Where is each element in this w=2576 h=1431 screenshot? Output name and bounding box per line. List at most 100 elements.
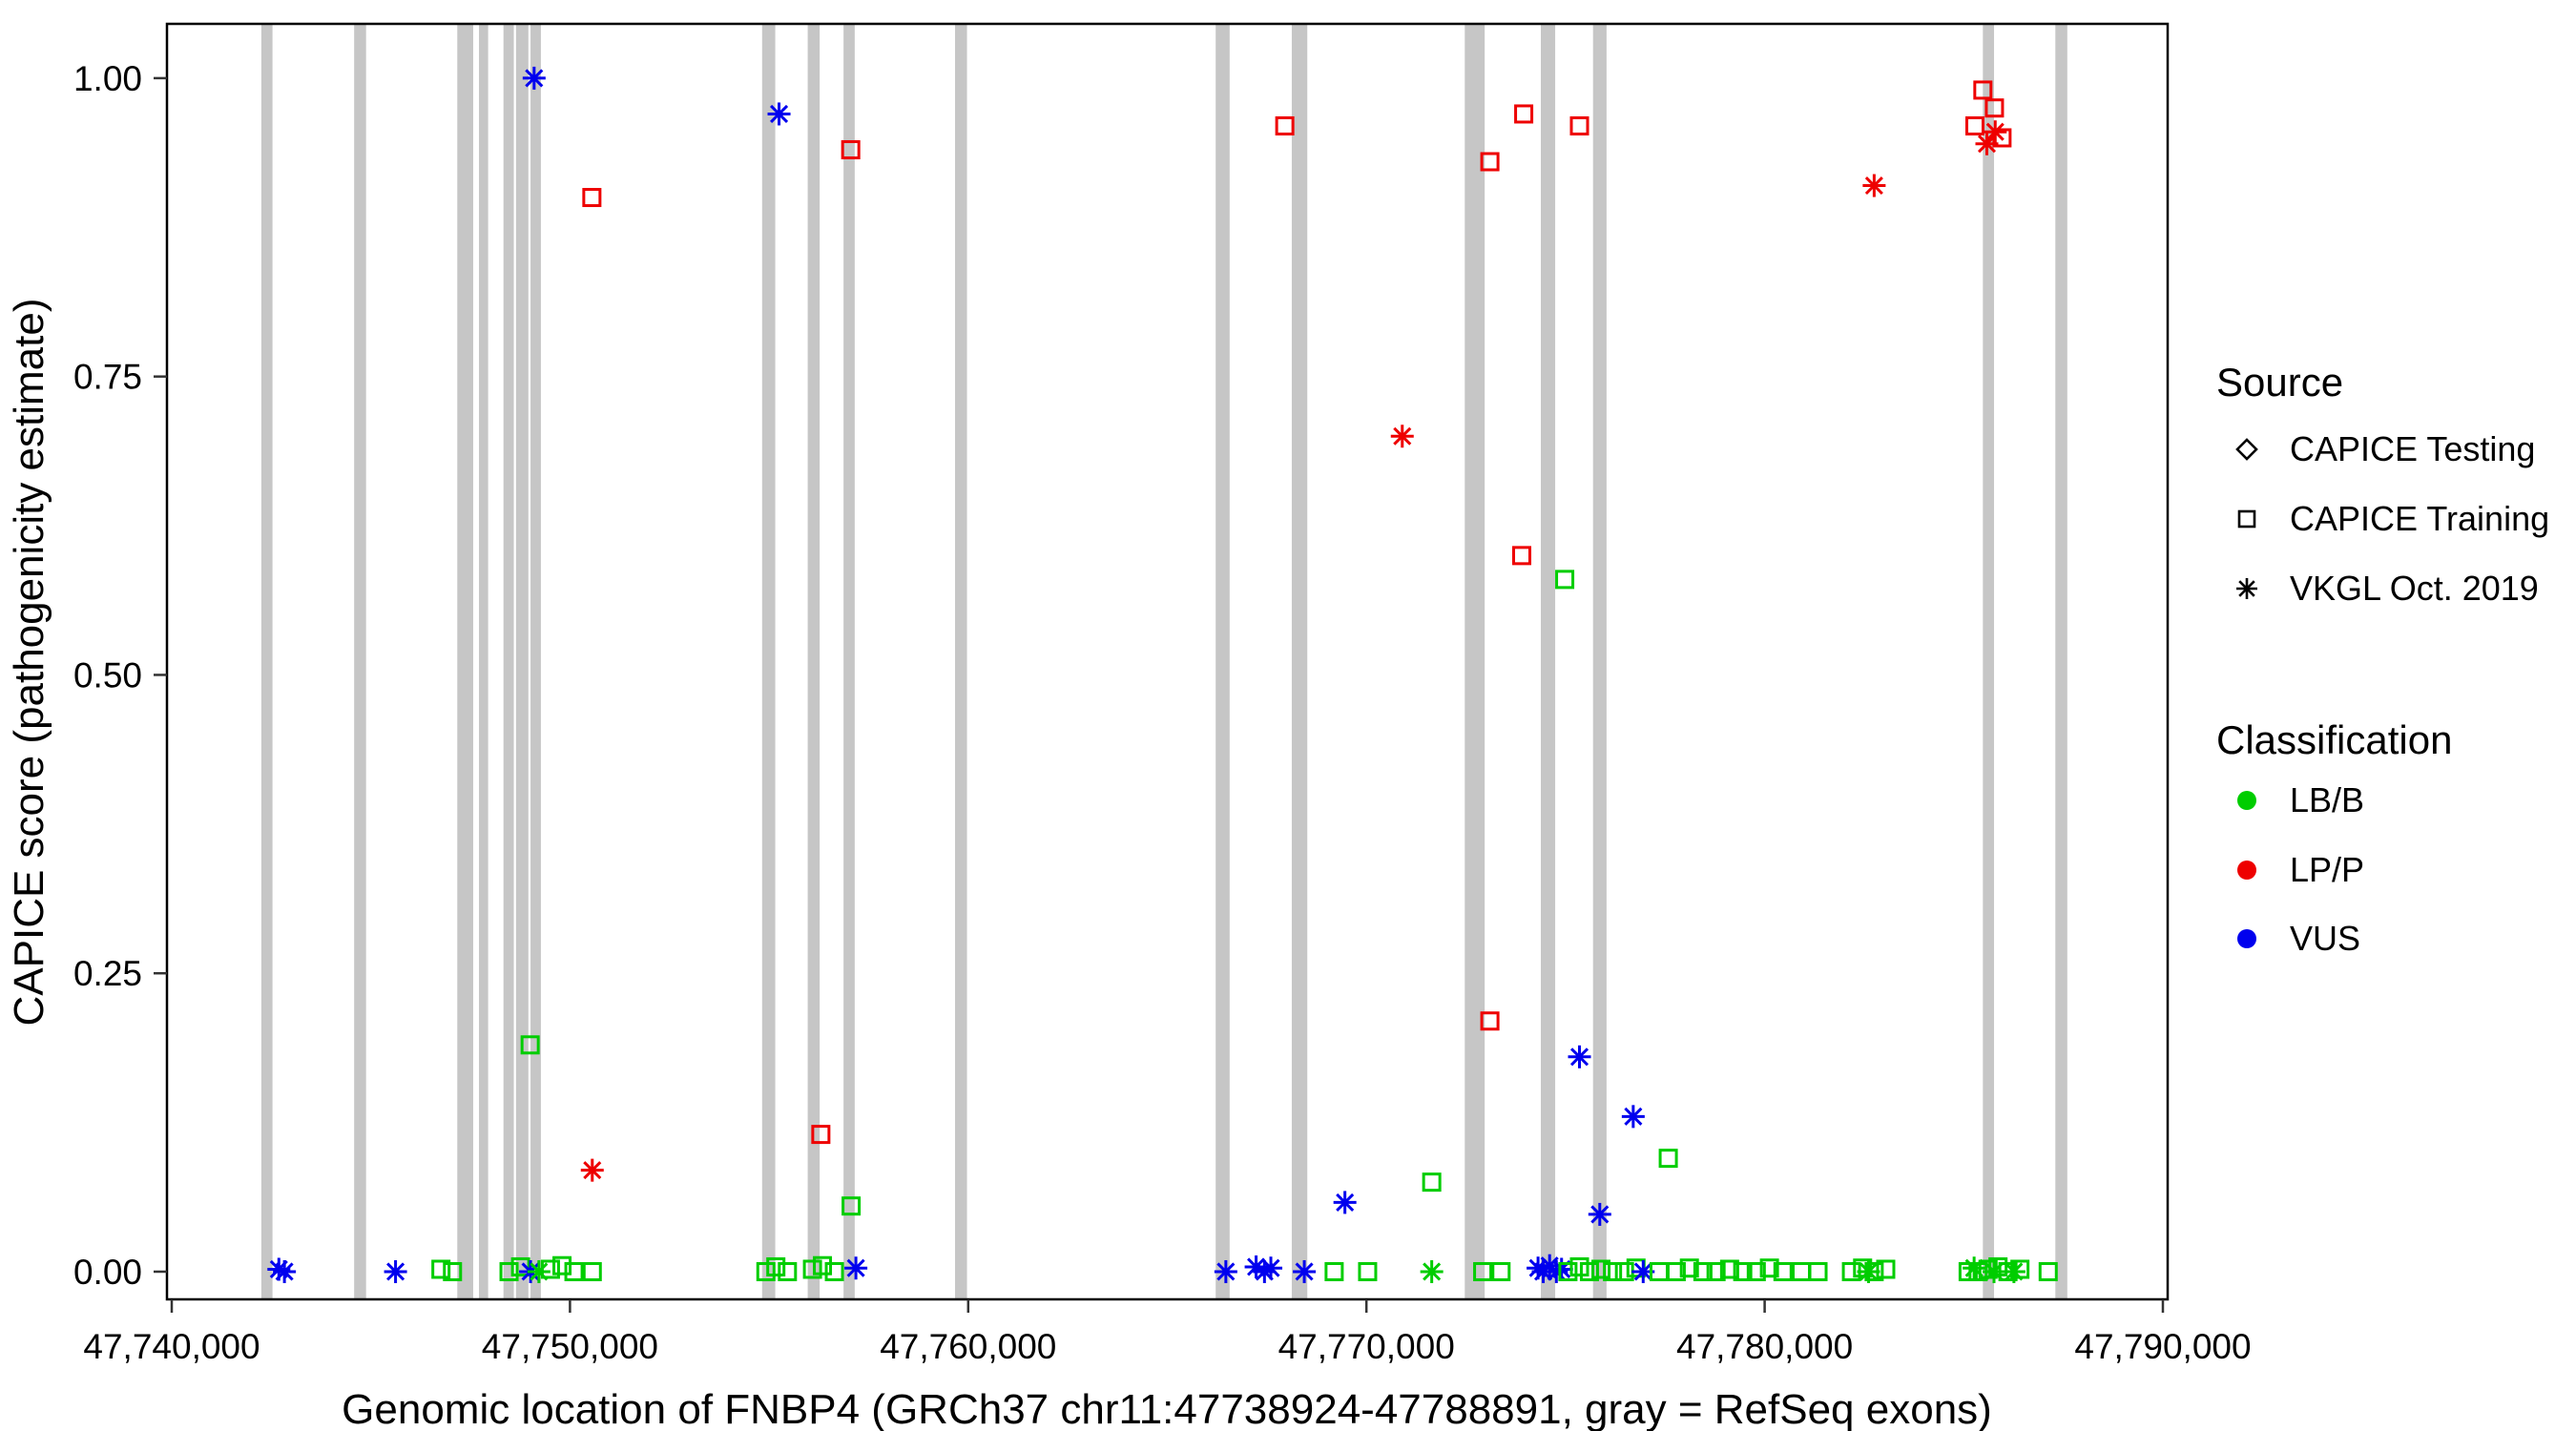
data-point <box>2002 1259 2025 1283</box>
x-axis-title: Genomic location of FNBP4 (GRCh37 chr11:… <box>342 1386 1992 1431</box>
y-axis: 0.00 0.25 0.50 0.75 1.00 <box>73 59 167 1292</box>
legend-item-vus: VUS <box>2237 919 2360 958</box>
data-point <box>1973 80 1993 100</box>
data-point <box>778 1261 798 1281</box>
data-point <box>1733 1261 1753 1281</box>
data-point <box>582 1261 602 1281</box>
data-point <box>1214 1259 1237 1283</box>
data-point <box>1549 1257 1573 1281</box>
legend-item-label: LP/P <box>2290 850 2364 889</box>
data-point <box>767 102 791 126</box>
data-point <box>1658 1149 1678 1169</box>
data-point <box>1876 1259 1896 1279</box>
data-point <box>1621 1105 1645 1129</box>
y-axis-title: CAPICE score (pathogenicity estimate) <box>6 299 52 1027</box>
data-point <box>540 1259 560 1279</box>
y-tick-label: 0.50 <box>73 655 142 695</box>
data-point <box>443 1261 463 1281</box>
legend-item-label: CAPICE Training <box>2290 499 2549 538</box>
data-point <box>1603 1261 1623 1281</box>
y-tick-label: 0.75 <box>73 358 142 397</box>
data-point <box>756 1261 776 1281</box>
data-point <box>564 1261 584 1281</box>
data-point <box>1864 1261 1884 1281</box>
data-point <box>1569 1256 1589 1276</box>
data-point <box>1679 1258 1699 1278</box>
red-dot-icon <box>2237 861 2256 880</box>
data-point <box>1390 425 1414 448</box>
asterisk-icon-line <box>2238 580 2255 597</box>
data-point <box>824 1261 844 1281</box>
blue-dot-icon <box>2237 929 2256 948</box>
x-tick-label: 47,760,000 <box>880 1327 1056 1366</box>
data-point <box>1591 1259 1611 1279</box>
exon-bar <box>843 24 855 1299</box>
data-point <box>552 1255 572 1275</box>
data-point <box>1555 570 1575 590</box>
data-point <box>2010 1259 2030 1279</box>
data-point <box>1862 174 1886 197</box>
data-point <box>582 188 602 208</box>
y-tick-label: 0.00 <box>73 1253 142 1292</box>
data-point <box>1511 546 1531 566</box>
data-point <box>1293 1259 1317 1283</box>
data-point <box>1333 1191 1357 1214</box>
data-point <box>1808 1261 1828 1281</box>
data-point <box>520 1035 540 1055</box>
data-point <box>1579 1261 1599 1281</box>
data-point <box>273 1259 297 1283</box>
exon-bar <box>503 24 514 1299</box>
data-point <box>1491 1261 1511 1281</box>
data-point <box>1473 1261 1493 1281</box>
data-point <box>522 66 546 90</box>
data-point <box>1964 115 1984 135</box>
data-point <box>1719 1259 1739 1279</box>
diamond-icon <box>2235 438 2258 461</box>
data-point <box>1514 104 1534 124</box>
legend-item-vkgl: VKGL Oct. 2019 <box>2236 569 2539 608</box>
plot-panel-background <box>167 24 2168 1299</box>
data-point <box>1666 1261 1686 1281</box>
data-point <box>1420 1259 1444 1283</box>
data-point <box>841 139 861 159</box>
data-point <box>1324 1261 1344 1281</box>
data-point <box>1358 1261 1378 1281</box>
data-point <box>1569 115 1589 135</box>
data-point <box>1558 1261 1578 1281</box>
exon-bar <box>761 24 776 1299</box>
exon-bar <box>1541 24 1556 1299</box>
data-point <box>1693 1261 1713 1281</box>
legend-item-capice-training: CAPICE Training <box>2237 499 2549 538</box>
exon-bar <box>354 24 366 1299</box>
points-layer <box>267 66 2058 1283</box>
data-point <box>1259 1256 1283 1280</box>
data-point <box>1773 1261 1793 1281</box>
data-point <box>802 1259 822 1279</box>
data-point <box>1275 115 1295 135</box>
classification-legend-title: Classification <box>2216 717 2452 762</box>
y-tick-label: 0.25 <box>73 954 142 993</box>
exon-bar <box>807 24 821 1299</box>
data-point <box>1568 1045 1591 1068</box>
exon-bar <box>479 24 488 1299</box>
exon-bar <box>260 24 273 1299</box>
data-point <box>1746 1261 1766 1281</box>
data-point <box>811 1125 831 1145</box>
data-point <box>1988 1256 2008 1276</box>
x-tick-label: 47,750,000 <box>482 1327 658 1366</box>
data-point <box>1253 1259 1277 1283</box>
exon-bar <box>1983 24 1995 1299</box>
x-tick-label: 47,790,000 <box>2074 1327 2251 1366</box>
data-point <box>1984 98 2005 118</box>
legend-item-label: LB/B <box>2290 780 2364 819</box>
green-dot-icon <box>2237 791 2256 810</box>
data-point <box>1588 1202 1611 1226</box>
x-tick-label: 47,740,000 <box>83 1327 260 1366</box>
data-point <box>2038 1261 2058 1281</box>
legend-item-lpp: LP/P <box>2237 850 2364 889</box>
x-tick-label: 47,770,000 <box>1278 1327 1455 1366</box>
legend-item-label: CAPICE Testing <box>2290 429 2535 468</box>
data-point <box>1975 132 1999 156</box>
